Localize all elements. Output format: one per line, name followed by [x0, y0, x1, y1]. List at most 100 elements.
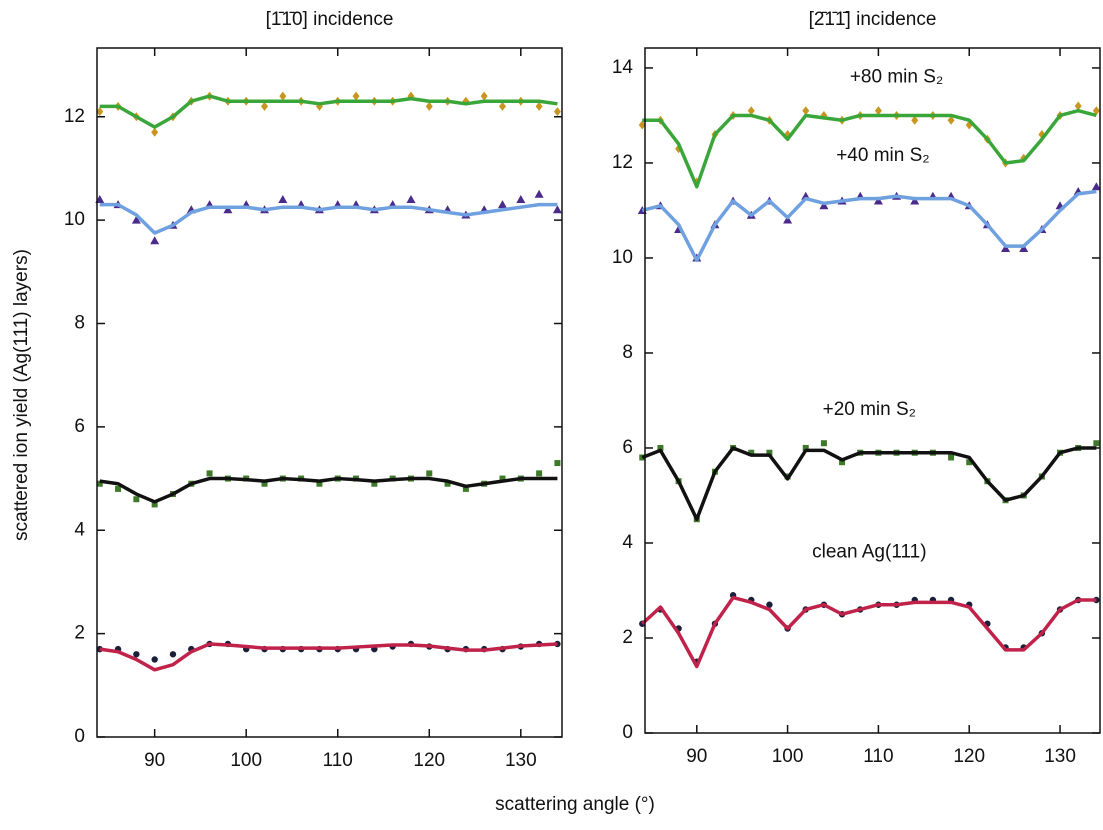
point: [657, 444, 664, 451]
point: [131, 215, 141, 224]
y-tick-label: 10: [612, 247, 633, 268]
point: [151, 656, 158, 663]
point: [820, 440, 827, 447]
point: [96, 107, 104, 117]
point: [444, 480, 451, 487]
y-tick-label: 8: [622, 342, 633, 363]
point: [516, 194, 526, 203]
fit-line: [641, 595, 1097, 669]
point: [948, 454, 955, 461]
y-tick-label: 4: [622, 532, 633, 553]
fit-line: [641, 446, 1097, 521]
fit-line: [642, 108, 1097, 189]
x-tick-label: 130: [505, 750, 537, 771]
point: [1019, 243, 1029, 252]
point: [1092, 106, 1100, 116]
x-tick-label: 90: [686, 746, 707, 767]
point: [96, 480, 103, 487]
point: [552, 205, 562, 214]
y-tick-label: 2: [74, 623, 85, 644]
point: [133, 651, 140, 658]
y-tick-label: 14: [612, 57, 634, 78]
point: [536, 470, 543, 477]
point: [873, 196, 883, 205]
point: [766, 449, 773, 456]
point: [947, 115, 955, 125]
x-tick-label: 110: [863, 746, 893, 767]
fit-line: [99, 642, 558, 672]
point: [839, 459, 846, 466]
point: [462, 485, 469, 492]
y-tick-label: 8: [74, 313, 85, 334]
point: [783, 215, 793, 224]
point: [499, 475, 506, 482]
point: [279, 91, 287, 101]
y-tick-label: 12: [612, 152, 633, 173]
point: [553, 107, 561, 117]
annotation: +20 min S₂: [823, 399, 916, 420]
point: [802, 106, 810, 116]
y-tick-label: 0: [74, 726, 85, 747]
chart-title: [1̄1̄0] incidence: [266, 9, 394, 30]
point: [966, 459, 973, 466]
x-tick-label: 110: [323, 750, 353, 771]
point: [638, 120, 646, 130]
point: [1074, 101, 1082, 111]
point: [498, 200, 508, 209]
plot-frame: [96, 47, 563, 738]
point: [748, 449, 755, 456]
point: [352, 91, 360, 101]
x-axis-label: scattering angle (°): [495, 794, 655, 815]
point: [1093, 440, 1100, 447]
point: [150, 236, 160, 245]
point: [223, 205, 233, 214]
fit-line: [641, 189, 1097, 263]
point: [206, 470, 213, 477]
point: [261, 480, 268, 487]
point: [316, 480, 323, 487]
point: [535, 101, 543, 111]
point: [802, 444, 809, 451]
x-tick-label: 90: [144, 750, 165, 771]
point: [766, 601, 773, 608]
point: [747, 106, 755, 116]
point: [169, 651, 177, 658]
point: [874, 106, 882, 116]
x-tick-label: 100: [230, 750, 262, 771]
point: [534, 189, 544, 198]
y-tick-label: 6: [74, 416, 85, 437]
point: [151, 501, 158, 508]
point: [425, 101, 433, 111]
fit-line: [99, 94, 558, 129]
fit-line: [99, 476, 558, 504]
x-tick-label: 120: [413, 750, 445, 771]
y-tick-label: 0: [622, 722, 633, 743]
annotation: +80 min S₂: [850, 66, 943, 87]
point: [499, 101, 507, 111]
point: [911, 115, 919, 125]
y-axis-label: scattered ion yield (Ag(111) layers): [11, 249, 32, 541]
point: [1091, 182, 1101, 191]
x-tick-label: 130: [1044, 746, 1076, 767]
point: [1001, 243, 1011, 252]
y-tick-label: 12: [64, 106, 85, 127]
point: [819, 201, 829, 210]
point: [133, 496, 140, 503]
y-tick-label: 10: [64, 209, 85, 230]
plot-frame: [644, 47, 1101, 734]
x-tick-label: 100: [772, 746, 804, 767]
point: [406, 194, 416, 203]
y-tick-label: 6: [622, 437, 633, 458]
point: [910, 196, 920, 205]
point: [426, 470, 433, 477]
point: [261, 101, 269, 111]
point: [480, 91, 488, 101]
y-tick-label: 4: [74, 519, 85, 540]
chart-title: [2̄1̄1̄] incidence: [809, 9, 937, 30]
fit-line: [99, 202, 558, 235]
annotation: +40 min S₂: [836, 145, 929, 166]
point: [278, 194, 288, 203]
point: [554, 460, 561, 467]
annotation: clean Ag(111): [812, 542, 926, 563]
